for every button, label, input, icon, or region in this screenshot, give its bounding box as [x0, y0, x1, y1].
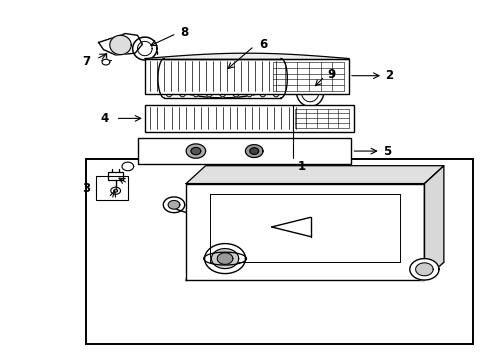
- Polygon shape: [186, 166, 443, 184]
- Polygon shape: [256, 59, 268, 97]
- Text: 8: 8: [180, 26, 188, 39]
- Polygon shape: [114, 189, 117, 192]
- Polygon shape: [216, 59, 228, 97]
- Polygon shape: [217, 253, 232, 264]
- Polygon shape: [211, 249, 238, 269]
- Polygon shape: [102, 59, 110, 65]
- Polygon shape: [186, 262, 443, 280]
- Bar: [144, 59, 348, 94]
- Text: 4: 4: [100, 112, 108, 125]
- Polygon shape: [296, 78, 323, 107]
- Polygon shape: [203, 59, 215, 97]
- Polygon shape: [186, 144, 205, 158]
- Bar: [96, 176, 127, 200]
- Text: 9: 9: [326, 68, 335, 81]
- Bar: [108, 172, 122, 180]
- Polygon shape: [99, 33, 142, 55]
- Text: 5: 5: [382, 145, 390, 158]
- Polygon shape: [186, 184, 424, 280]
- Polygon shape: [249, 148, 258, 154]
- Polygon shape: [189, 59, 202, 97]
- Bar: [137, 138, 351, 164]
- Polygon shape: [191, 148, 201, 155]
- Polygon shape: [245, 145, 263, 157]
- Polygon shape: [424, 166, 443, 280]
- Polygon shape: [132, 37, 157, 60]
- Polygon shape: [163, 197, 184, 213]
- Polygon shape: [415, 263, 432, 276]
- Polygon shape: [229, 59, 242, 97]
- Text: 3: 3: [82, 181, 90, 194]
- Text: 7: 7: [82, 55, 90, 68]
- Polygon shape: [110, 35, 131, 55]
- Polygon shape: [111, 187, 120, 194]
- Text: 6: 6: [259, 38, 267, 51]
- Text: 2: 2: [385, 69, 393, 82]
- Polygon shape: [243, 59, 255, 97]
- Polygon shape: [164, 59, 281, 98]
- Bar: [144, 105, 353, 132]
- Polygon shape: [269, 59, 282, 97]
- Polygon shape: [168, 201, 180, 209]
- Polygon shape: [163, 59, 175, 97]
- Bar: [86, 158, 472, 344]
- Polygon shape: [409, 258, 438, 280]
- Polygon shape: [176, 59, 188, 97]
- Polygon shape: [204, 244, 245, 274]
- Polygon shape: [122, 162, 133, 171]
- Text: 1: 1: [297, 160, 305, 174]
